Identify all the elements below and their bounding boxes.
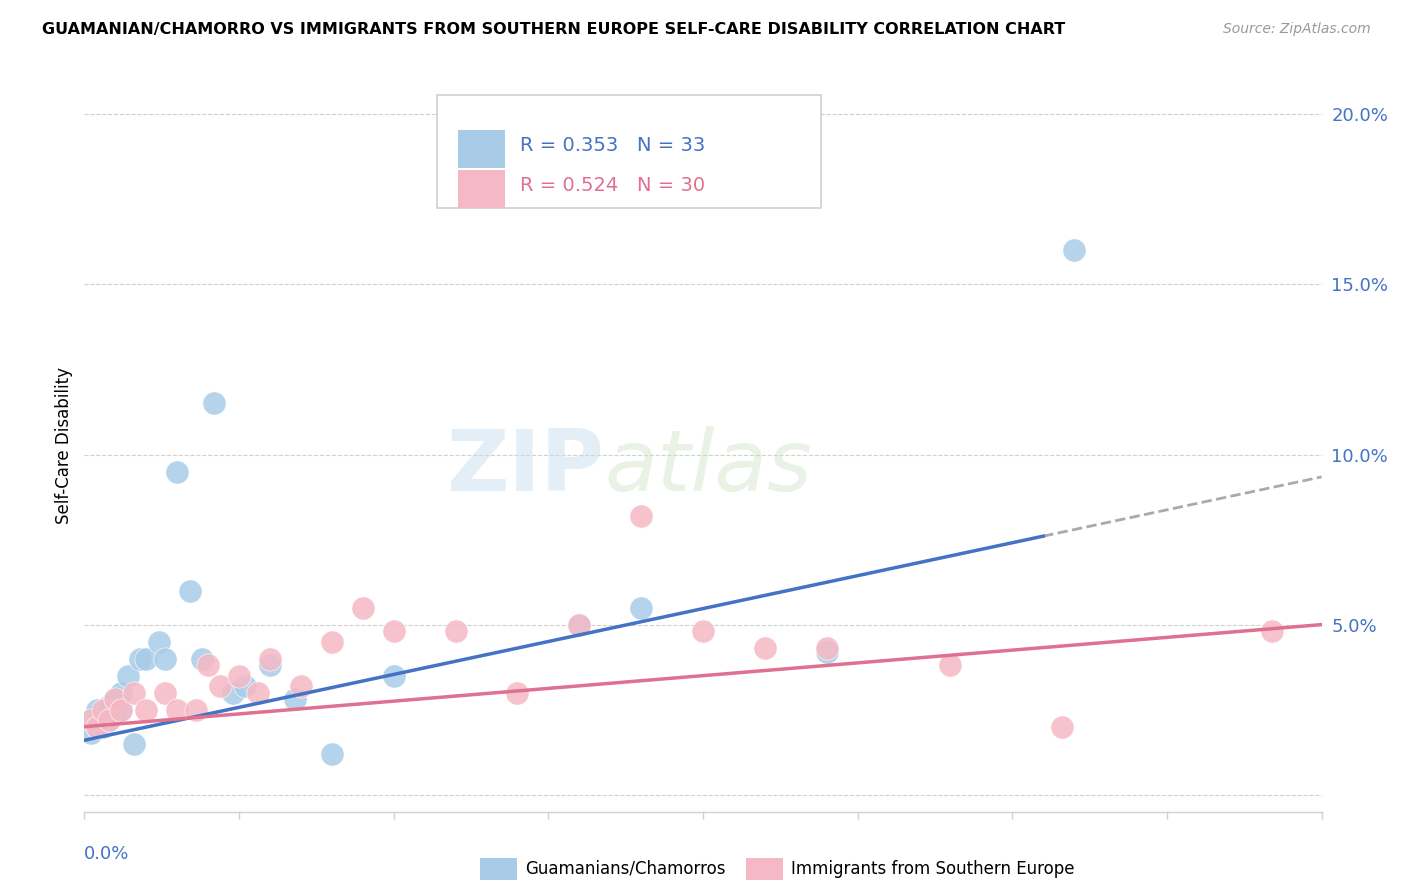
Point	[86, 720, 108, 734]
Point	[104, 692, 127, 706]
Point	[352, 600, 374, 615]
Text: atlas: atlas	[605, 426, 813, 509]
Point	[228, 668, 250, 682]
Text: 0.0%: 0.0%	[84, 845, 129, 863]
Point	[91, 703, 114, 717]
Point	[259, 651, 281, 665]
Point	[284, 692, 307, 706]
Point	[148, 634, 170, 648]
Text: R = 0.524   N = 30: R = 0.524 N = 30	[520, 176, 704, 194]
Point	[79, 713, 101, 727]
Text: ZIP: ZIP	[446, 426, 605, 509]
Point	[153, 686, 176, 700]
Point	[939, 658, 962, 673]
Point	[1050, 720, 1073, 734]
Point	[104, 692, 127, 706]
Point	[98, 713, 121, 727]
Point	[184, 703, 207, 717]
Point	[117, 668, 139, 682]
Text: Guamanians/Chamorros: Guamanians/Chamorros	[524, 860, 725, 878]
Point	[166, 465, 188, 479]
Point	[382, 624, 405, 639]
Point	[630, 600, 652, 615]
Text: Immigrants from Southern Europe: Immigrants from Southern Europe	[790, 860, 1074, 878]
Point	[506, 686, 529, 700]
Point	[98, 713, 121, 727]
Point	[321, 747, 343, 761]
Point	[1063, 244, 1085, 258]
Point	[222, 686, 245, 700]
Point	[202, 396, 225, 410]
Point	[290, 679, 312, 693]
Point	[122, 737, 145, 751]
Point	[153, 651, 176, 665]
Point	[79, 726, 101, 740]
Bar	[458, 130, 505, 169]
Text: R = 0.353   N = 33: R = 0.353 N = 33	[520, 136, 706, 155]
Point	[179, 583, 201, 598]
Point	[110, 686, 132, 700]
Point	[110, 703, 132, 717]
Y-axis label: Self-Care Disability: Self-Care Disability	[55, 368, 73, 524]
Point	[754, 641, 776, 656]
Point	[815, 641, 838, 656]
Point	[259, 658, 281, 673]
Point	[630, 508, 652, 523]
Point	[444, 624, 467, 639]
Point	[568, 617, 591, 632]
Point	[79, 713, 101, 727]
Point	[692, 624, 714, 639]
Bar	[747, 858, 783, 880]
Point	[568, 617, 591, 632]
Point	[209, 679, 232, 693]
Point	[135, 703, 157, 717]
Point	[91, 709, 114, 723]
Point	[86, 720, 108, 734]
Point	[197, 658, 219, 673]
Point	[321, 634, 343, 648]
Bar	[481, 858, 517, 880]
Point	[233, 679, 256, 693]
Point	[166, 703, 188, 717]
Text: GUAMANIAN/CHAMORRO VS IMMIGRANTS FROM SOUTHERN EUROPE SELF-CARE DISABILITY CORRE: GUAMANIAN/CHAMORRO VS IMMIGRANTS FROM SO…	[42, 22, 1066, 37]
Bar	[458, 169, 505, 208]
Point	[191, 651, 214, 665]
Point	[246, 686, 269, 700]
Point	[91, 720, 114, 734]
Point	[122, 686, 145, 700]
Point	[98, 699, 121, 714]
Point	[104, 706, 127, 720]
Point	[86, 703, 108, 717]
Point	[129, 651, 152, 665]
Point	[110, 703, 132, 717]
Point	[135, 651, 157, 665]
FancyBboxPatch shape	[437, 95, 821, 209]
Point	[86, 713, 108, 727]
Point	[1261, 624, 1284, 639]
Point	[815, 645, 838, 659]
Point	[382, 668, 405, 682]
Text: Source: ZipAtlas.com: Source: ZipAtlas.com	[1223, 22, 1371, 37]
